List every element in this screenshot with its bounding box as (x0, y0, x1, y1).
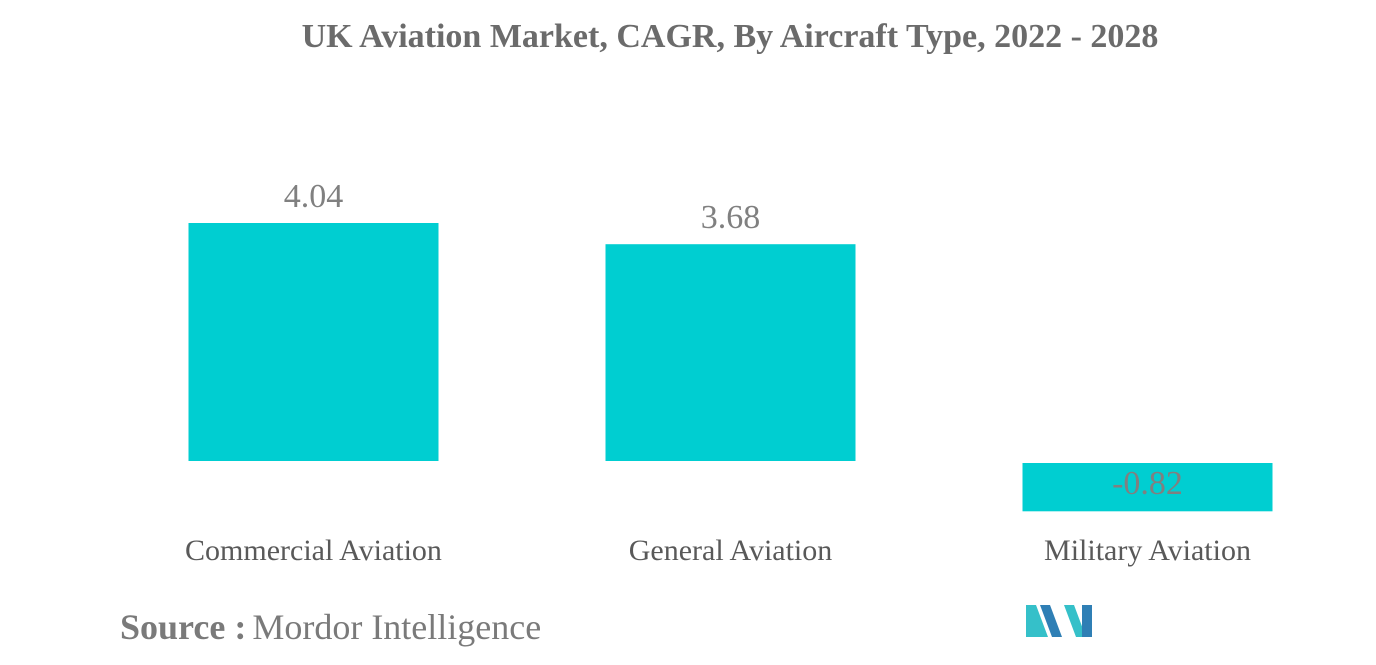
value-label-military-aviation: -0.82 (1112, 465, 1183, 502)
source-text: Mordor Intelligence (252, 607, 542, 647)
source-note: Source : Mordor Intelligence (120, 606, 541, 648)
mordor-logo-icon (1026, 605, 1092, 637)
category-label-general-aviation: General Aviation (629, 534, 833, 567)
value-label-commercial-aviation: 4.04 (284, 178, 344, 215)
value-label-general-aviation: 3.68 (701, 199, 761, 236)
category-label-commercial-aviation: Commercial Aviation (185, 534, 442, 567)
bar-general-aviation (605, 244, 856, 461)
category-label-military-aviation: Military Aviation (1044, 534, 1251, 567)
source-label: Source : (120, 607, 247, 647)
chart-title: UK Aviation Market, CAGR, By Aircraft Ty… (301, 18, 1159, 55)
bar-chart: 4.04 Commercial Aviation 3.68 General Aviat… (185, 178, 1273, 567)
bars-layer (188, 223, 1273, 512)
bar-military-aviation (1022, 463, 1273, 512)
labels-layer: 4.04 Commercial Aviation 3.68 General Aviat… (185, 178, 1251, 567)
bar-commercial-aviation (188, 223, 439, 461)
